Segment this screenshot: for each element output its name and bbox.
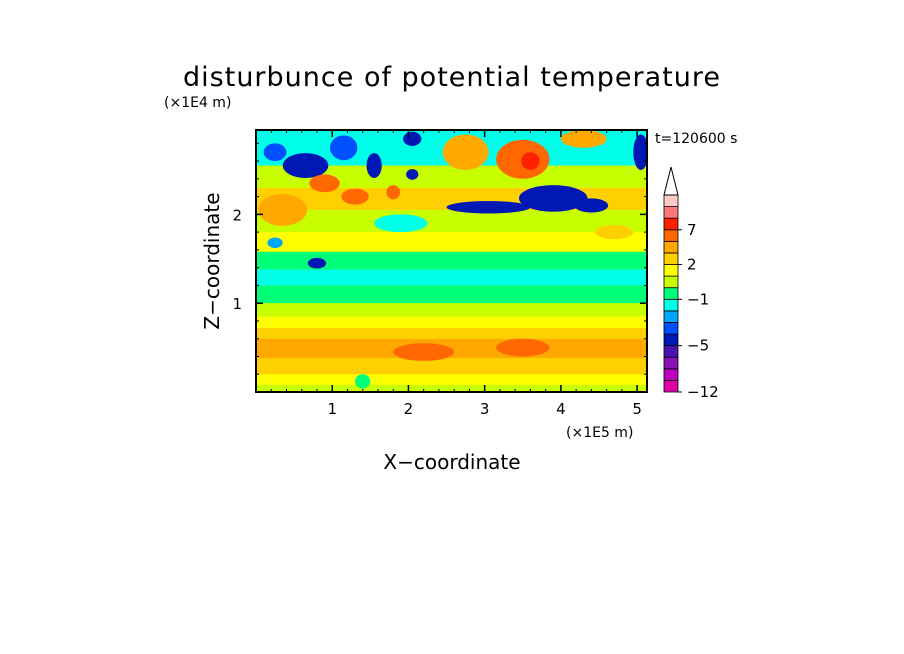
colorbar-swatch — [663, 206, 679, 219]
colorbar-extend-arrow — [663, 166, 679, 196]
contour-feature — [282, 153, 329, 178]
colorbar-swatch — [663, 229, 679, 242]
colorbar-tick-label: 7 — [687, 221, 697, 239]
colorbar: −12−5−127 — [663, 166, 719, 401]
colorbar-tick-label: −1 — [687, 290, 709, 308]
contour-feature — [393, 343, 455, 361]
contour-feature — [386, 185, 401, 200]
y-unit-label: (×1E4 m) — [164, 95, 231, 111]
colorbar-tick-label: −5 — [687, 337, 709, 355]
colorbar-swatch — [663, 252, 679, 265]
colorbar-swatch — [663, 310, 679, 323]
contour-band — [256, 165, 647, 188]
x-axis: 1 2 3 4 5 — [270, 130, 642, 418]
x-tick-label: 4 — [556, 400, 566, 418]
contour-feature — [446, 201, 531, 214]
x-axis-label: X−coordinate — [383, 450, 520, 474]
y-axis: 12 — [232, 142, 647, 375]
contour-feature — [355, 374, 371, 389]
time-label: t=120600 s — [655, 131, 737, 147]
contour-band — [256, 269, 647, 286]
contour-feature — [560, 130, 607, 148]
x-tick-label: 2 — [404, 400, 414, 418]
contour-feature — [366, 153, 382, 178]
contour-feature — [574, 198, 609, 213]
x-unit-label: (×1E5 m) — [566, 425, 633, 441]
contour-feature — [403, 131, 422, 146]
colorbar-tick-label: 2 — [687, 256, 697, 274]
y-tick-label: 1 — [232, 295, 242, 313]
plot-area — [256, 130, 647, 392]
y-tick-label: 2 — [232, 206, 242, 224]
colorbar-swatch — [663, 217, 679, 231]
contour-feature — [307, 257, 327, 269]
colorbar-swatch — [663, 240, 679, 254]
colorbar-swatch — [663, 275, 679, 289]
contour-band — [256, 328, 647, 339]
contour-feature — [633, 134, 647, 170]
colorbar-swatch — [663, 380, 679, 393]
contour-feature — [521, 152, 540, 170]
contour-feature — [258, 193, 308, 226]
colorbar-tick-label: −12 — [687, 383, 719, 401]
contour-feature — [595, 225, 634, 240]
x-tick-label: 5 — [632, 400, 642, 418]
contour-feature — [341, 188, 369, 205]
contour-feature — [518, 185, 588, 212]
colorbar-swatch — [663, 264, 679, 277]
contour-band — [256, 384, 647, 392]
contour-feature — [329, 135, 358, 161]
chart-title: disturbunce of potential temperature — [183, 62, 721, 93]
colorbar-swatch — [663, 287, 679, 300]
contour-feature — [374, 214, 428, 233]
contour-feature — [496, 338, 550, 357]
contour-feature — [309, 174, 340, 193]
contour-band — [256, 358, 647, 375]
contour-band — [256, 232, 647, 252]
contour-feature — [267, 237, 283, 249]
contour-band — [256, 251, 647, 270]
colorbar-swatch — [663, 298, 679, 312]
x-tick-label: 1 — [327, 400, 337, 418]
x-tick-label: 3 — [480, 400, 490, 418]
plot-frame — [255, 129, 648, 393]
colorbar-swatch — [663, 345, 679, 358]
contour-features — [258, 130, 647, 389]
contour-band — [256, 316, 647, 329]
colorbar-swatch — [663, 322, 679, 335]
contour-feature — [406, 169, 419, 180]
colorbar-swatch — [663, 356, 679, 370]
contour-feature — [263, 143, 287, 162]
contour-band — [256, 374, 647, 385]
contour-band — [256, 285, 647, 304]
contour-band — [256, 209, 647, 233]
colorbar-swatch — [663, 368, 679, 381]
y-axis-label: Z−coordinate — [200, 192, 224, 329]
colorbar-swatch — [663, 333, 679, 347]
contour-band — [256, 303, 647, 317]
colorbar-swatch — [663, 194, 679, 207]
contour-feature — [442, 134, 489, 170]
